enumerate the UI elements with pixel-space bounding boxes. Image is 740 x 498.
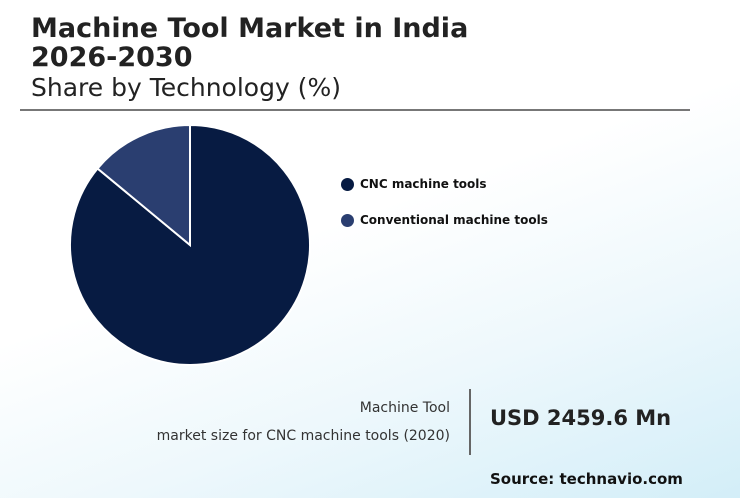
source-credit: Source: technavio.com <box>490 470 683 488</box>
stat-value: USD 2459.6 Mn <box>490 406 672 430</box>
legend-label: Conventional machine tools <box>360 213 548 227</box>
stat-label-line1: Machine Tool <box>359 400 450 416</box>
stat-divider <box>469 389 471 455</box>
chart-title: Machine Tool Market in India 2026-2030 <box>31 13 469 73</box>
title-divider <box>20 109 690 111</box>
legend-label: CNC machine tools <box>360 177 487 191</box>
pie-slice-conventional-machine-tools <box>96 123 191 248</box>
legend-swatch <box>341 213 354 227</box>
chart-subtitle: Share by Technology (%) <box>31 73 341 102</box>
legend-item-conventional-machine-tools: Conventional machine tools <box>341 212 548 228</box>
legend-item-cnc-machine-tools: CNC machine tools <box>341 176 548 192</box>
legend-swatch <box>341 177 354 191</box>
legend: CNC machine tools Conventional machine to… <box>341 176 548 248</box>
stat-label-line2: market size for CNC machine tools (2020) <box>156 428 450 444</box>
